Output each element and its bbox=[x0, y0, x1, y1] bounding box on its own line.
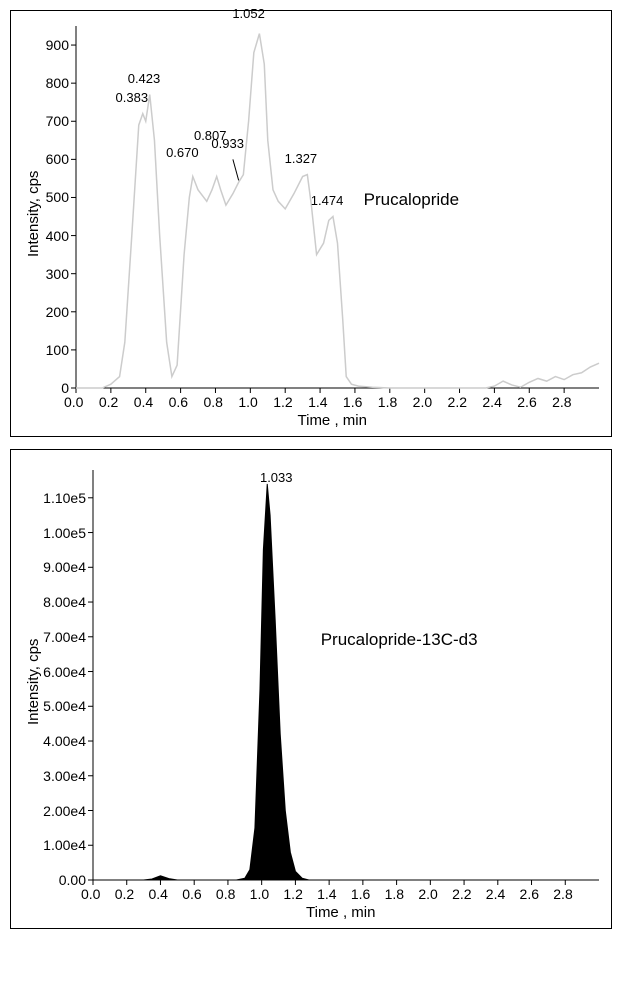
x-tick-label: 0.6 bbox=[182, 886, 201, 902]
peak-rt-label: 1.033 bbox=[260, 470, 293, 485]
x-tick-label: 1.2 bbox=[283, 886, 302, 902]
x-tick-label: 2.0 bbox=[418, 886, 437, 902]
y-tick-label: 900 bbox=[46, 37, 69, 53]
y-axis-label: Intensity, cps bbox=[25, 639, 42, 725]
x-tick-label: 2.6 bbox=[520, 886, 539, 902]
bottom-chart-svg bbox=[11, 450, 611, 928]
x-tick-label: 2.4 bbox=[482, 394, 501, 410]
peak-rt-label: 1.052 bbox=[232, 6, 265, 21]
y-tick-label: 1.00e5 bbox=[43, 525, 86, 541]
x-tick-label: 0.4 bbox=[148, 886, 167, 902]
top-chart-svg bbox=[11, 11, 611, 436]
peak-rt-label: 0.383 bbox=[116, 90, 149, 105]
y-tick-label: 3.00e4 bbox=[43, 768, 86, 784]
x-tick-label: 0.8 bbox=[216, 886, 235, 902]
x-tick-label: 0.2 bbox=[115, 886, 134, 902]
y-tick-label: 7.00e4 bbox=[43, 629, 86, 645]
x-tick-label: 0.6 bbox=[169, 394, 188, 410]
y-tick-label: 200 bbox=[46, 304, 69, 320]
y-tick-label: 9.00e4 bbox=[43, 559, 86, 575]
x-tick-label: 0.0 bbox=[81, 886, 100, 902]
peak-rt-label: 0.423 bbox=[128, 71, 161, 86]
y-tick-label: 100 bbox=[46, 342, 69, 358]
x-tick-label: 1.0 bbox=[250, 886, 269, 902]
x-tick-label: 1.6 bbox=[343, 394, 362, 410]
x-tick-label: 1.4 bbox=[317, 886, 336, 902]
y-tick-label: 0 bbox=[61, 380, 69, 396]
y-tick-label: 800 bbox=[46, 75, 69, 91]
x-tick-label: 0.2 bbox=[99, 394, 118, 410]
compound-name-label: Prucalopride bbox=[364, 190, 459, 210]
peak-rt-label: 1.474 bbox=[311, 193, 344, 208]
prucalopride-chromatogram: 0.0 0.2 0.4 0.6 0.8 1.0 1.2 1.4 1.6 1.8 2.0 2.2 2.4 2… bbox=[10, 10, 612, 437]
x-tick-label: 2.2 bbox=[452, 886, 471, 902]
x-tick-label: 2.6 bbox=[517, 394, 536, 410]
x-tick-label: 0.0 bbox=[64, 394, 83, 410]
x-tick-label: 2.0 bbox=[413, 394, 432, 410]
x-tick-label: 0.8 bbox=[203, 394, 222, 410]
y-tick-label: 6.00e4 bbox=[43, 664, 86, 680]
y-tick-label: 700 bbox=[46, 113, 69, 129]
y-tick-label: 0.00 bbox=[59, 872, 86, 888]
x-tick-label: 1.0 bbox=[238, 394, 257, 410]
y-tick-label: 1.00e4 bbox=[43, 837, 86, 853]
y-tick-label: 300 bbox=[46, 266, 69, 282]
x-tick-label: 1.4 bbox=[308, 394, 327, 410]
x-tick-label: 1.2 bbox=[273, 394, 292, 410]
y-tick-label: 400 bbox=[46, 228, 69, 244]
x-tick-label: 2.4 bbox=[486, 886, 505, 902]
y-tick-label: 600 bbox=[46, 151, 69, 167]
x-tick-label: 0.4 bbox=[134, 394, 153, 410]
x-tick-label: 1.6 bbox=[351, 886, 370, 902]
y-tick-label: 2.00e4 bbox=[43, 803, 86, 819]
x-tick-label: 2.8 bbox=[553, 886, 572, 902]
y-tick-label: 8.00e4 bbox=[43, 594, 86, 610]
x-tick-label: 2.2 bbox=[448, 394, 467, 410]
x-tick-label: 1.8 bbox=[385, 886, 404, 902]
peak-rt-label: 0.670 bbox=[166, 145, 199, 160]
y-tick-label: 500 bbox=[46, 189, 69, 205]
x-axis-label: Time , min bbox=[298, 412, 367, 429]
x-axis-label: Time , min bbox=[306, 904, 375, 921]
internal-standard-chromatogram: 0.0 0.2 0.4 0.6 0.8 1.0 1.2 1.4 1.6 1.8 2.0 2.2 2.4 2… bbox=[10, 449, 612, 929]
x-tick-label: 2.8 bbox=[552, 394, 571, 410]
peak-rt-label: 1.327 bbox=[285, 151, 318, 166]
y-tick-label: 5.00e4 bbox=[43, 698, 86, 714]
y-tick-label: 1.10e5 bbox=[43, 490, 86, 506]
compound-name-label: Prucalopride-13C-d3 bbox=[321, 630, 478, 650]
y-axis-label: Intensity, cps bbox=[25, 171, 42, 257]
x-tick-label: 1.8 bbox=[378, 394, 397, 410]
y-tick-label: 4.00e4 bbox=[43, 733, 86, 749]
peak-rt-label: 0.933 bbox=[211, 136, 244, 151]
